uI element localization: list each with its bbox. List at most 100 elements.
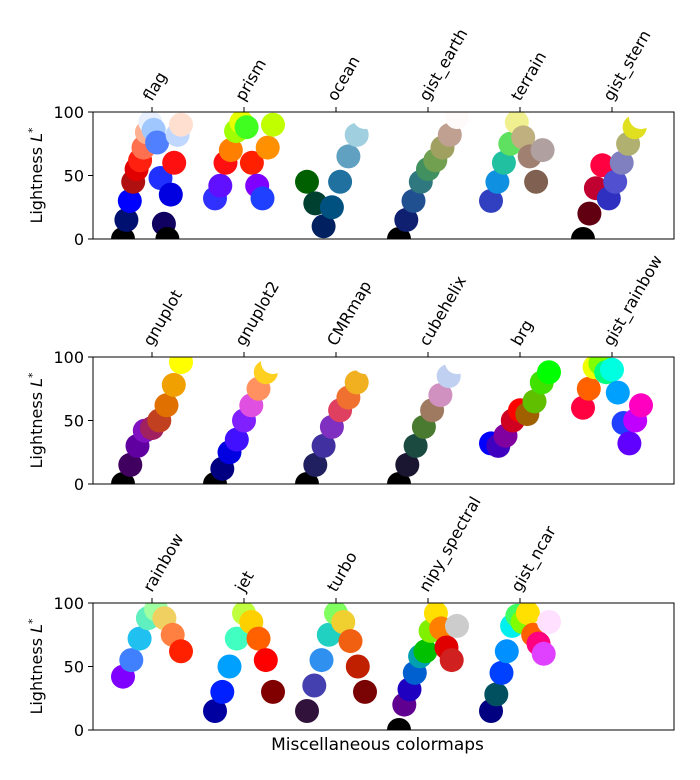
colormap-label: nipy_spectral [415,493,486,595]
data-point [311,433,336,458]
data-point [169,112,193,137]
series-brg [479,360,561,458]
data-point [261,357,285,375]
data-point [210,679,235,704]
y-tick-label: 50 [64,167,84,186]
data-point [234,115,259,140]
data-point [394,207,419,232]
colormap-label: prism [231,55,270,104]
data-point [119,648,144,673]
data-point [303,452,328,477]
data-point [162,150,187,175]
series-flag [111,112,193,239]
colormap-label: CMRmap [323,277,375,349]
colormap-label: terrain [507,48,550,104]
data-point [353,112,377,130]
series-jet [203,603,285,723]
colormap-label: gist_stern [599,27,655,105]
data-point [537,112,561,130]
data-point [445,613,469,638]
x-axis-label: Miscellaneous colormaps [271,735,484,755]
colormap-label: jet [231,568,258,596]
y-tick-label: 100 [53,348,84,367]
data-point [491,150,516,175]
colormap-label: ocean [323,53,364,104]
series-nipy_spectral [387,603,469,730]
data-point [445,357,469,375]
data-point [246,626,271,651]
data-point [600,357,624,382]
data-point [154,393,179,418]
colormap-label: turbo [323,548,361,595]
data-point [403,433,428,458]
data-point [224,626,249,651]
data-point [605,380,630,405]
y-tick-label: 50 [64,658,84,677]
data-point [531,641,556,666]
data-point [311,214,336,239]
data-point [445,112,469,130]
y-axis-label: Lightness L* [26,618,46,715]
data-point [484,682,509,707]
data-point [609,150,634,175]
data-point [114,207,139,232]
data-point [413,639,438,664]
series-gist_rainbow [571,357,653,456]
y-tick-label: 50 [64,412,84,431]
data-point [155,227,180,239]
colormap-label: gist_ncar [507,522,561,595]
panel-3: rainbow jet turbo nipy_spectral gist_ncar 0 50… [26,493,675,755]
data-point [203,699,227,723]
axes-frame [92,602,675,731]
y-tick-label: 100 [53,103,84,122]
data-point [169,357,193,375]
data-point [629,393,653,418]
data-point [145,130,170,155]
colormap-label: gnuplot [139,287,186,349]
colormap-label: gist_rainbow [599,252,667,350]
colormap-label: rainbow [139,530,187,595]
y-tick-label: 0 [74,475,84,494]
data-point [524,169,549,194]
series-gist_stern [571,112,653,239]
data-point [127,626,152,651]
data-point [530,138,555,163]
data-point [161,372,186,397]
series-gnuplot2 [203,357,285,484]
data-point [428,383,453,408]
data-point [302,673,327,698]
data-point [295,699,319,723]
data-point [395,452,420,477]
y-axis-label: Lightness L* [26,372,46,469]
series-cubehelix [387,357,469,484]
data-point [253,648,278,673]
data-point [309,648,334,673]
data-point [255,135,280,160]
data-point [590,153,615,178]
colormap-label: gist_earth [415,25,472,104]
data-point [511,125,536,150]
data-point [224,427,249,452]
series-gnuplot [111,357,193,484]
data-point [387,718,411,730]
data-point [328,169,353,194]
data-point [489,660,514,685]
colormap-label: flag [139,68,170,104]
data-point [338,629,363,654]
data-point [577,201,602,226]
data-point [479,188,503,213]
data-point [537,610,561,634]
y-tick-label: 0 [74,721,84,740]
y-tick-label: 100 [53,594,84,613]
data-point [117,188,142,213]
data-point [571,227,595,239]
data-point [344,370,369,395]
data-point [485,169,510,194]
data-point [494,639,519,664]
data-point [537,360,561,385]
data-point [515,603,540,626]
data-point [522,389,547,414]
data-point [571,395,595,420]
data-point [617,431,642,456]
